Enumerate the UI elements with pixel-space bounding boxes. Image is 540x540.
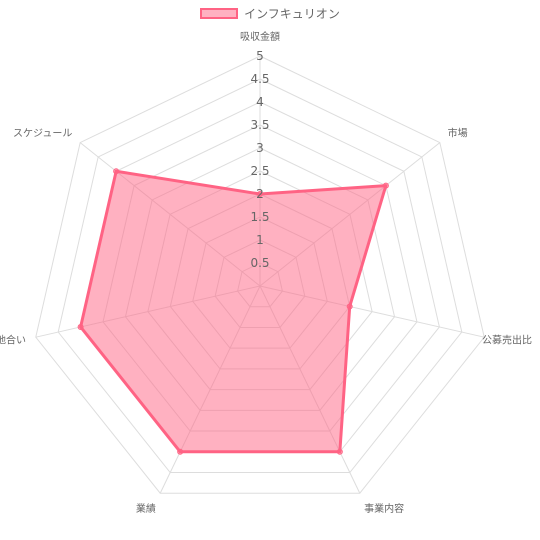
axis-label: スケジュール	[13, 127, 72, 139]
data-point	[336, 448, 343, 455]
tick-label: 2.5	[250, 164, 269, 178]
data-point	[77, 323, 84, 330]
data-point	[177, 448, 184, 455]
grid-ring	[35, 55, 485, 494]
data-point	[382, 182, 389, 189]
legend-swatch	[200, 8, 239, 19]
data-point	[257, 191, 263, 197]
axis-label: 市場	[448, 126, 468, 139]
tick-label: 4.5	[250, 72, 269, 86]
tick-label: 1	[256, 233, 264, 247]
series-area	[79, 169, 388, 454]
tick-label: 3	[256, 141, 264, 155]
tick-label: 4	[256, 95, 264, 109]
tick-label: 2	[256, 187, 264, 201]
grid-ring	[57, 78, 463, 474]
tick-label: 1.5	[250, 210, 269, 224]
axis-label: 公募売出比	[482, 333, 532, 346]
data-point	[346, 303, 353, 310]
axis-label: 吸収金額	[240, 30, 280, 43]
axis-label: 業績	[136, 502, 156, 515]
tick-label: 0.5	[250, 256, 269, 270]
legend-label: インフキュリオン	[244, 7, 340, 21]
tick-label: 5	[256, 49, 264, 63]
axis-label: 地合い	[0, 333, 26, 346]
legend[interactable]: インフキュリオン	[0, 5, 540, 22]
tick-label: 3.5	[250, 118, 269, 132]
data-point	[113, 168, 120, 175]
axis-label: 事業内容	[364, 502, 404, 515]
